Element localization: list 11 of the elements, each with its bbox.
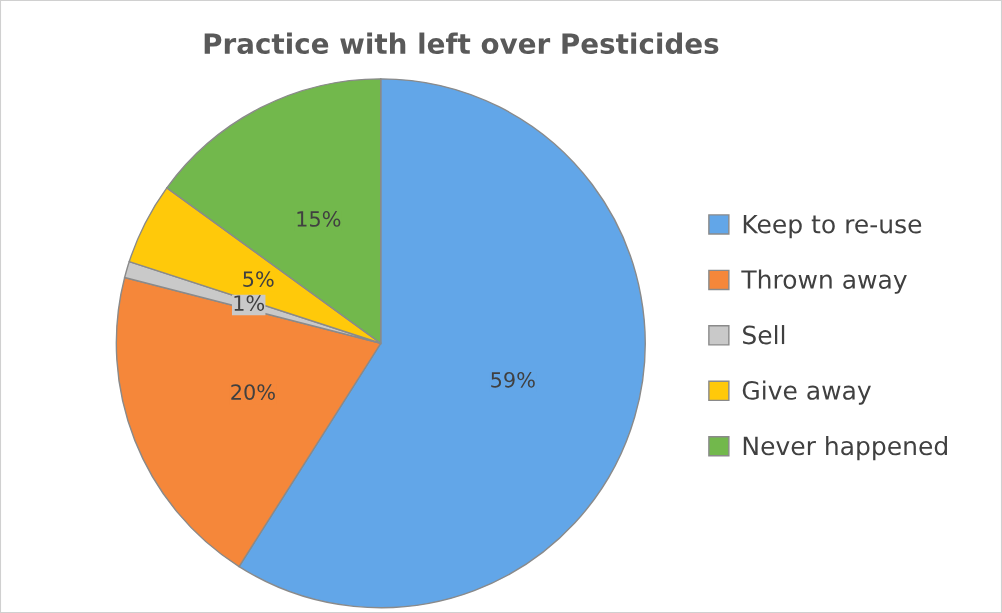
data-label: 20% [231, 384, 275, 400]
data-label: 1% [234, 295, 265, 311]
legend-label: Thrown away [741, 269, 907, 294]
legend-label: Give away [742, 380, 871, 405]
legend-label: Keep to re-use [743, 214, 922, 239]
data-label: 15% [297, 211, 341, 227]
legend-label: Never happened [743, 435, 947, 461]
chart-title: Practice with left over Pesticides [204, 32, 719, 55]
data-label: 59% [491, 371, 535, 388]
legend-label: Sell [743, 325, 785, 345]
data-label: 5% [243, 271, 274, 287]
